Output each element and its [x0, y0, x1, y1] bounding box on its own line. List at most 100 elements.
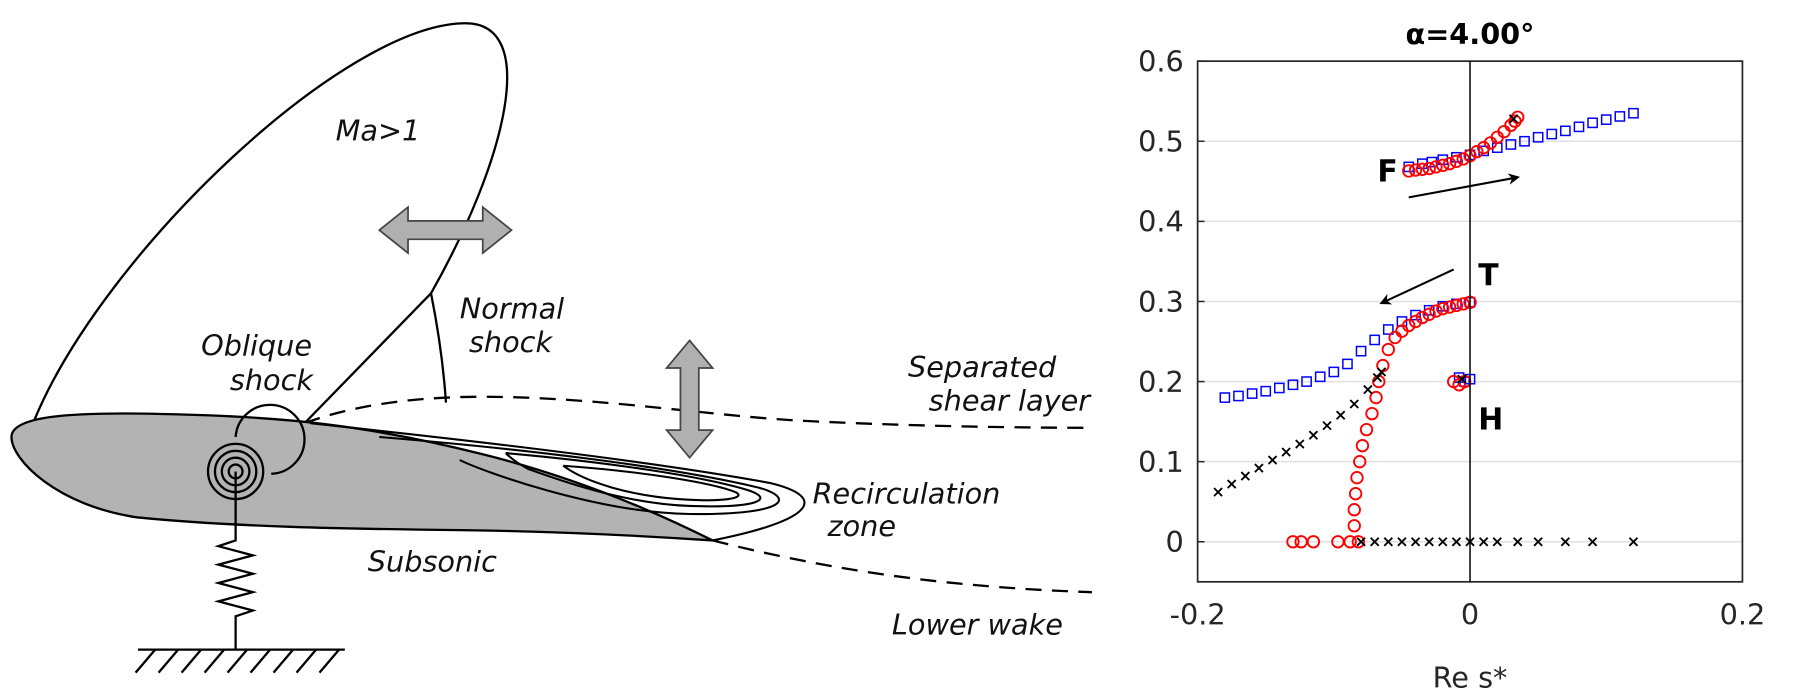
black-cross-point: [1397, 537, 1407, 547]
label-normal-shock-1: Normal: [460, 292, 564, 326]
black-cross-point: [1363, 384, 1373, 395]
eigenvalue-chart: α=4.00° 00.10.20.30.40.50.6-0.2 0 0.2 FTH …: [1138, 17, 1765, 695]
arrow-icon: [1379, 268, 1455, 305]
black-cross-point: [1457, 374, 1467, 384]
red-circle-point: [1347, 519, 1361, 533]
blue-square-point: [1519, 135, 1530, 147]
supersonic-region-boundary: [33, 22, 509, 421]
red-circle-point: [1350, 471, 1364, 485]
red-circle-point: [1422, 307, 1436, 321]
annotation-t: T: [1478, 258, 1499, 293]
red-circle-point: [1365, 406, 1379, 421]
red-circle-point: [1408, 314, 1423, 329]
oblique-shock-line: [303, 292, 432, 425]
separated-shear-layer: [304, 395, 1092, 429]
blue-square-point: [1600, 114, 1612, 125]
label-separated-1: Separated: [908, 350, 1057, 384]
black-cross-point: [1213, 487, 1223, 497]
black-cross-point: [1628, 537, 1639, 547]
normal-shock-line: [429, 293, 448, 403]
black-cross-point: [1349, 399, 1359, 409]
x-tick-label: 0.2: [1720, 597, 1766, 631]
y-tick-label: 0.1: [1138, 445, 1184, 479]
black-cross-point: [1410, 537, 1421, 547]
red-circle-point: [1402, 318, 1416, 333]
black-cross-point: [1356, 537, 1366, 547]
red-circle-point: [1422, 161, 1436, 176]
red-circle-point: [1347, 503, 1361, 517]
black-cross-point: [1383, 537, 1393, 547]
annotation-f: F: [1377, 154, 1397, 189]
y-tick-label: 0.5: [1138, 125, 1184, 159]
annotation-arrows: [1379, 173, 1520, 305]
red-circle-point: [1388, 330, 1402, 345]
ground-icon: [134, 648, 345, 674]
label-subsonic: Subsonic: [368, 544, 497, 578]
label-oblique-shock-2: shock: [230, 363, 315, 397]
red-circle-point: [1470, 145, 1484, 159]
label-recirculation-2: zone: [827, 509, 897, 543]
black-cross-point: [1376, 367, 1387, 377]
black-cross-point: [1322, 420, 1332, 431]
red-circle-point: [1442, 300, 1457, 314]
x-tick-label: -0.2: [1170, 597, 1226, 631]
red-circle-point: [1348, 487, 1363, 501]
red-circle-point: [1449, 154, 1464, 168]
blue-square-point: [1369, 334, 1381, 346]
shock-motion-double-arrow-icon: [377, 205, 513, 255]
red-circle-point: [1359, 422, 1374, 437]
red-circle-point: [1436, 158, 1450, 172]
black-cross-point: [1451, 537, 1462, 547]
black-cross-point: [1370, 537, 1380, 547]
black-cross-point: [1513, 537, 1523, 547]
y-tick-label: 0.2: [1138, 365, 1184, 399]
airfoil: [10, 412, 714, 542]
translational-spring-icon: [213, 471, 258, 650]
recirculation-zone: [310, 422, 806, 542]
blue-square-point: [1233, 390, 1244, 402]
lower-wake: [712, 539, 1092, 594]
annotations: F T H: [1377, 154, 1503, 437]
red-circle-point: [1415, 162, 1430, 176]
red-circle-point: [1449, 298, 1464, 313]
blue-square-point: [1410, 309, 1421, 321]
label-recirculation-1: Recirculation: [813, 477, 1001, 511]
red-circle-point: [1415, 310, 1430, 325]
red-circle-point: [1442, 157, 1457, 171]
black-cross-point: [1560, 537, 1571, 547]
blue-square-point: [1628, 107, 1639, 119]
data-marks: [1213, 107, 1639, 549]
blue-square-point: [1614, 111, 1626, 122]
red-circle-point: [1343, 535, 1357, 549]
black-cross-point: [1492, 537, 1502, 547]
black-cross-point: [1533, 537, 1543, 547]
red-circle-point: [1353, 455, 1367, 469]
red-circle-point: [1456, 152, 1470, 166]
black-cross-point: [1478, 537, 1489, 547]
blue-square-point: [1246, 388, 1258, 399]
black-cross-point: [1438, 537, 1448, 547]
diagram-labels: Ma>1 Normal shock Oblique shock Separate…: [201, 113, 1092, 641]
red-circle-point: [1429, 304, 1443, 318]
blue-square-point: [1382, 324, 1394, 335]
blue-square-point: [1573, 121, 1585, 133]
red-circle-point: [1381, 342, 1395, 357]
x-axis-label: Re s*: [1433, 661, 1508, 695]
blue-square-point: [1287, 379, 1299, 391]
black-cross-point: [1424, 537, 1434, 547]
red-circle-point: [1408, 163, 1423, 177]
black-cross-point: [1281, 447, 1291, 457]
chart-title: α=4.00°: [1406, 17, 1535, 51]
blue-square-point: [1342, 358, 1353, 370]
blue-square-point: [1328, 366, 1340, 378]
blue-square-point: [1505, 139, 1517, 150]
blue-square-point: [1314, 371, 1326, 383]
black-cross-point: [1267, 455, 1278, 465]
tick-labels: 0 0.1 0.2 0.3 0.4 0.5 0.6 -0.2 0 0.2: [1138, 45, 1765, 632]
red-circle-point: [1355, 438, 1370, 453]
y-tick-label: 0.4: [1138, 205, 1184, 239]
red-circle-point: [1456, 297, 1470, 311]
black-cross-point: [1254, 463, 1264, 473]
arrow-icon: [1408, 173, 1520, 199]
